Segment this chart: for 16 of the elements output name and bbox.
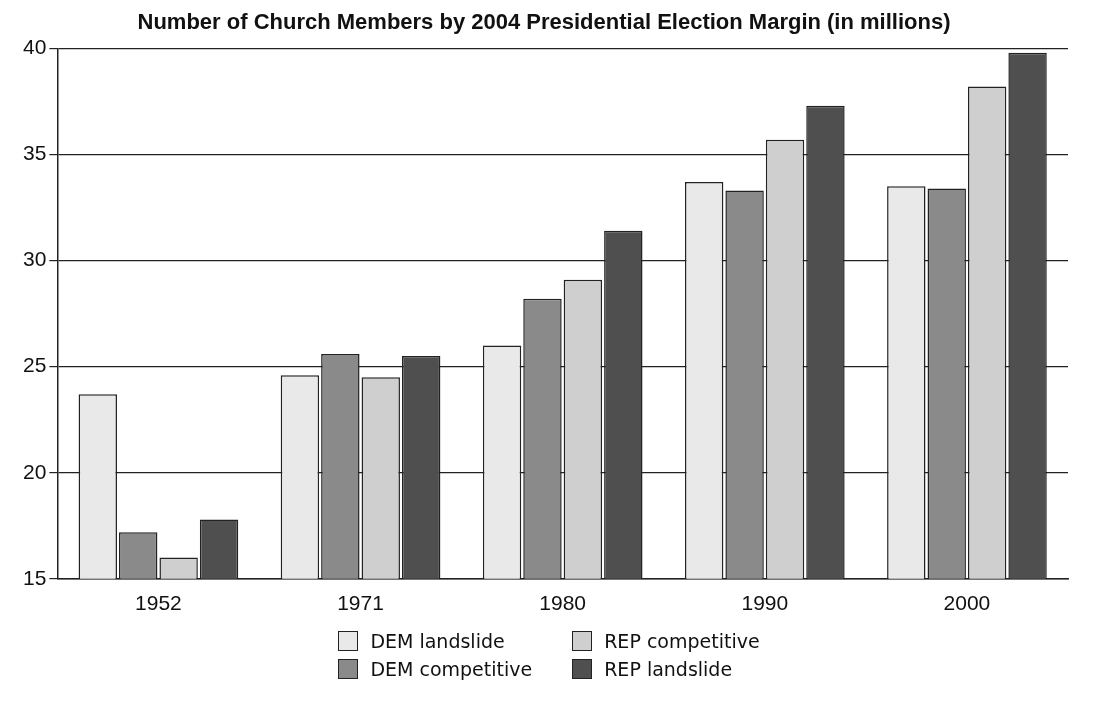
legend-label: DEM landslide xyxy=(370,630,505,652)
legend-label: REP landslide xyxy=(604,658,733,680)
legend-label: DEM competitive xyxy=(370,658,533,680)
chart-title: Number of Church Members by 2004 Presidential Election Margin (in millions) xyxy=(137,9,951,35)
y-tick-label: 35 xyxy=(23,141,47,165)
y-tick-label: 25 xyxy=(23,353,47,377)
x-tick-label: 2000 xyxy=(943,591,991,615)
x-tick-label: 1952 xyxy=(135,591,182,615)
x-tick-label: 1971 xyxy=(337,591,384,615)
y-tick-label: 15 xyxy=(23,565,47,589)
y-tick-label: 20 xyxy=(23,459,47,483)
y-tick-label: 30 xyxy=(23,247,47,271)
y-tick-label: 40 xyxy=(23,35,47,59)
x-tick-label: 1990 xyxy=(741,591,789,615)
legend-label: REP competitive xyxy=(604,630,760,652)
x-tick-label: 1980 xyxy=(539,591,587,615)
